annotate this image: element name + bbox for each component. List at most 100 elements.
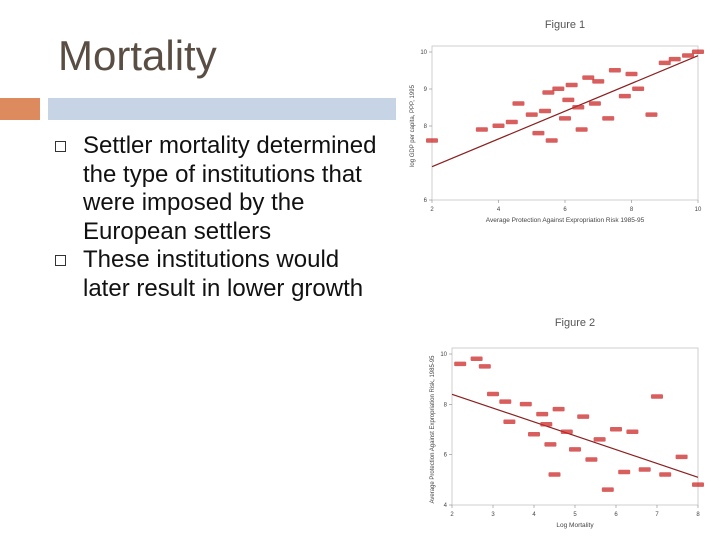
data-point	[601, 487, 614, 492]
data-point	[492, 123, 505, 128]
data-point-marker	[487, 391, 499, 397]
data-point-marker	[492, 123, 505, 128]
data-point-marker	[525, 112, 538, 117]
data-point-marker	[625, 71, 638, 77]
data-point	[692, 482, 704, 487]
data-point-marker	[542, 90, 555, 95]
data-point-marker	[592, 79, 605, 84]
data-point-marker	[608, 68, 621, 73]
bullet-list: Settler mortality determined the type of…	[55, 132, 385, 303]
data-point-marker	[478, 364, 491, 369]
data-point	[548, 472, 561, 477]
y-axis-label: log GDP per capita, PPP, 1995	[410, 84, 416, 166]
chart-title: Figure 1	[545, 19, 585, 31]
y-tick-label: 4	[444, 503, 448, 509]
data-point-marker	[626, 429, 639, 435]
data-point-marker	[505, 119, 518, 125]
data-point-marker	[582, 75, 595, 80]
data-point-marker	[577, 414, 590, 419]
data-point-marker	[572, 105, 585, 110]
data-point	[532, 130, 545, 136]
data-point-marker	[575, 127, 588, 132]
data-point	[572, 105, 585, 110]
data-point-marker	[565, 82, 578, 88]
data-point	[505, 119, 518, 125]
data-point-marker	[675, 454, 688, 460]
data-point	[692, 49, 704, 54]
data-point-marker	[475, 127, 488, 132]
data-point-marker	[668, 56, 681, 62]
x-tick-label: 8	[696, 512, 700, 518]
data-point	[544, 442, 557, 447]
x-tick-label: 4	[497, 207, 501, 213]
x-tick-label: 8	[630, 207, 634, 213]
data-point-marker	[470, 356, 483, 362]
x-axis-label: Average Protection Against Expropriation…	[486, 217, 645, 224]
x-tick-label: 2	[450, 512, 454, 518]
data-point-marker	[645, 112, 658, 117]
data-point	[426, 138, 438, 143]
square-bullet-icon	[55, 141, 66, 152]
data-point-marker	[540, 421, 553, 427]
data-point	[528, 432, 540, 437]
data-point	[618, 469, 631, 475]
data-point	[552, 406, 565, 412]
data-point-marker	[499, 399, 512, 404]
data-point-marker	[562, 97, 575, 103]
data-point	[512, 101, 525, 106]
data-point-marker	[536, 411, 549, 417]
data-point-marker	[618, 93, 631, 99]
data-point-marker	[559, 116, 571, 121]
data-point-marker	[503, 419, 516, 424]
bullet-text: Settler mortality determined the type of…	[83, 132, 377, 245]
data-point-marker	[692, 49, 704, 54]
data-point-marker	[454, 361, 467, 367]
data-point-marker	[659, 472, 672, 477]
data-point	[593, 437, 606, 442]
data-point-marker	[544, 442, 557, 447]
data-point-marker	[532, 130, 545, 136]
data-point	[487, 391, 499, 397]
x-tick-label: 6	[563, 207, 567, 213]
y-tick-label: 10	[420, 50, 427, 56]
square-bullet-icon	[55, 255, 66, 266]
data-point	[585, 457, 598, 462]
data-point-marker	[552, 406, 565, 412]
data-point	[525, 112, 538, 117]
bullet-item: Settler mortality determined the type of…	[55, 132, 385, 246]
data-point-marker	[528, 432, 540, 437]
data-point-marker	[638, 467, 651, 472]
data-point-marker	[692, 482, 704, 487]
y-tick-label: 8	[444, 402, 448, 408]
x-tick-label: 7	[655, 512, 659, 518]
x-tick-label: 10	[695, 207, 702, 213]
data-point	[626, 429, 639, 435]
data-point	[582, 75, 595, 80]
figure-2-chart: Figure 2 2 3 4 5 6 7 8 10 8 6 4 Log Mortality Average…	[430, 317, 704, 529]
plot-frame	[451, 347, 699, 506]
data-point	[559, 116, 571, 121]
data-point	[632, 86, 645, 91]
bullet-item: These institutions would later result in…	[55, 246, 385, 303]
data-point	[668, 56, 681, 62]
data-point	[675, 454, 688, 460]
x-tick-label: 6	[614, 512, 618, 518]
data-point-marker	[548, 472, 561, 477]
data-point	[565, 82, 578, 88]
figure-2: Figure 2 2 3 4 5 6 7 8 10 8 6 4 Log Mortality Average…	[398, 310, 720, 540]
data-point-marker	[545, 138, 558, 143]
data-point	[454, 361, 467, 367]
data-point	[475, 127, 488, 132]
data-point	[540, 421, 553, 427]
data-point	[651, 394, 663, 399]
data-point-marker	[560, 429, 573, 435]
data-point	[608, 68, 621, 73]
data-point-marker	[651, 394, 663, 399]
data-point	[575, 127, 588, 132]
data-point	[618, 93, 631, 99]
data-point-marker	[682, 53, 695, 58]
slide-title: Mortality	[58, 32, 217, 79]
data-point	[682, 53, 695, 58]
data-point-marker	[569, 447, 581, 452]
data-point-marker	[618, 469, 631, 475]
